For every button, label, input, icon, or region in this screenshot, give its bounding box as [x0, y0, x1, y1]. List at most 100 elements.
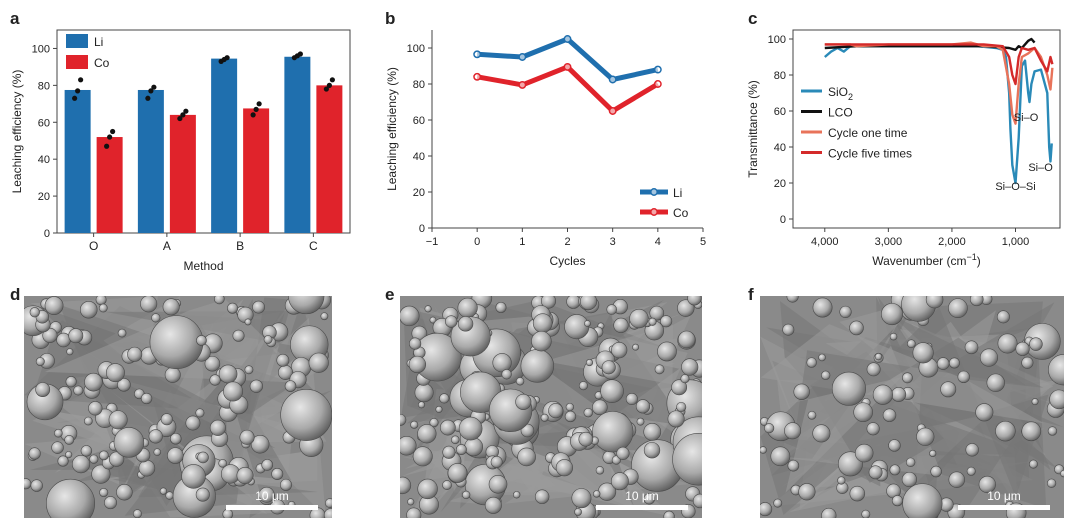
- particle: [276, 353, 290, 367]
- particle: [458, 416, 483, 441]
- particle: [663, 510, 675, 518]
- particle: [812, 297, 833, 318]
- ytick-label-c: 40: [774, 142, 786, 154]
- particle: [849, 485, 866, 502]
- particle: [593, 490, 601, 498]
- particle: [540, 413, 549, 422]
- series-point-co: [473, 72, 482, 81]
- particle: [930, 465, 942, 478]
- y-axis-label-c: Transmittance (%): [746, 80, 760, 178]
- particle: [1047, 426, 1058, 436]
- particle: [164, 366, 181, 383]
- particle: [116, 483, 133, 501]
- particle: [925, 296, 944, 309]
- particle: [583, 407, 593, 418]
- particle: [1023, 323, 1061, 360]
- particle: [263, 335, 273, 344]
- particle: [412, 446, 433, 467]
- scale-bar-label: 10 μm: [625, 489, 659, 503]
- particle: [882, 408, 897, 422]
- particle: [649, 305, 665, 321]
- particle: [975, 403, 994, 422]
- particle: [601, 360, 616, 375]
- particle: [51, 441, 64, 454]
- particle: [978, 475, 996, 494]
- data-point-co: [177, 115, 183, 122]
- particle: [517, 447, 536, 467]
- particle: [223, 381, 243, 402]
- xtick-label-a: B: [236, 239, 244, 253]
- particle: [812, 424, 831, 443]
- particle: [625, 392, 638, 406]
- particle: [1021, 421, 1042, 442]
- particle: [889, 464, 901, 476]
- legend-label-li: Li: [673, 186, 682, 200]
- particle: [239, 429, 255, 445]
- particle: [501, 369, 512, 380]
- particle: [948, 357, 960, 369]
- particle: [837, 476, 846, 485]
- particle: [91, 464, 111, 484]
- particle: [169, 432, 182, 445]
- data-point-li: [148, 88, 154, 94]
- data-point-co: [323, 86, 329, 92]
- particle: [636, 417, 645, 426]
- particle: [214, 296, 225, 305]
- particle: [643, 442, 661, 459]
- particle: [435, 405, 443, 413]
- xtick-label-c: 4,000: [811, 236, 839, 248]
- particle: [35, 357, 45, 367]
- sem-content: [760, 296, 1064, 518]
- substrate-texture: [498, 324, 674, 385]
- particle: [280, 388, 332, 441]
- particle: [249, 379, 263, 393]
- xtick-label-b: −1: [426, 236, 439, 248]
- legend-label-co: Co: [673, 206, 689, 220]
- series-point-li: [518, 53, 527, 61]
- particle: [592, 411, 634, 453]
- particle: [940, 381, 957, 398]
- particle: [1015, 341, 1030, 356]
- particle: [555, 459, 573, 477]
- particle: [1049, 389, 1064, 410]
- particle: [113, 427, 145, 458]
- particle: [117, 378, 131, 392]
- x-axis-label-b: Cycles: [549, 254, 585, 268]
- particle: [677, 299, 695, 317]
- spectrum-lco: [824, 37, 1036, 51]
- particle: [566, 296, 581, 309]
- particle: [406, 507, 422, 518]
- panel-label-d: d: [10, 285, 20, 304]
- band-annotation: Si–O–Si: [995, 181, 1035, 193]
- particle: [400, 305, 420, 327]
- particle: [108, 410, 128, 430]
- particle: [902, 372, 913, 384]
- particle: [671, 379, 688, 396]
- chart-a: 0 20 40 60 80 100 O A B C Method Leaching efficienc…: [10, 29, 351, 273]
- xtick-label-c: 3,000: [875, 236, 903, 248]
- particle: [284, 380, 297, 392]
- particle: [99, 487, 109, 498]
- particle: [165, 491, 174, 500]
- particle: [65, 376, 77, 388]
- particle: [997, 333, 1018, 354]
- particle: [195, 487, 210, 502]
- particle: [429, 316, 437, 324]
- series-point-li: [473, 50, 482, 59]
- particle: [30, 479, 43, 492]
- series-point-li: [608, 75, 617, 84]
- series-point-li: [563, 35, 572, 43]
- data-point-co: [253, 106, 259, 112]
- particle: [635, 399, 651, 414]
- particle: [42, 327, 58, 343]
- legend-label-co: Co: [94, 56, 110, 70]
- particle: [464, 437, 484, 457]
- series-point-co: [518, 80, 527, 89]
- particle: [24, 478, 32, 490]
- substrate-texture: [105, 310, 306, 383]
- particle: [916, 427, 935, 446]
- particle: [95, 296, 107, 306]
- particle: [872, 384, 893, 405]
- legend-label-c: LCO: [828, 106, 853, 120]
